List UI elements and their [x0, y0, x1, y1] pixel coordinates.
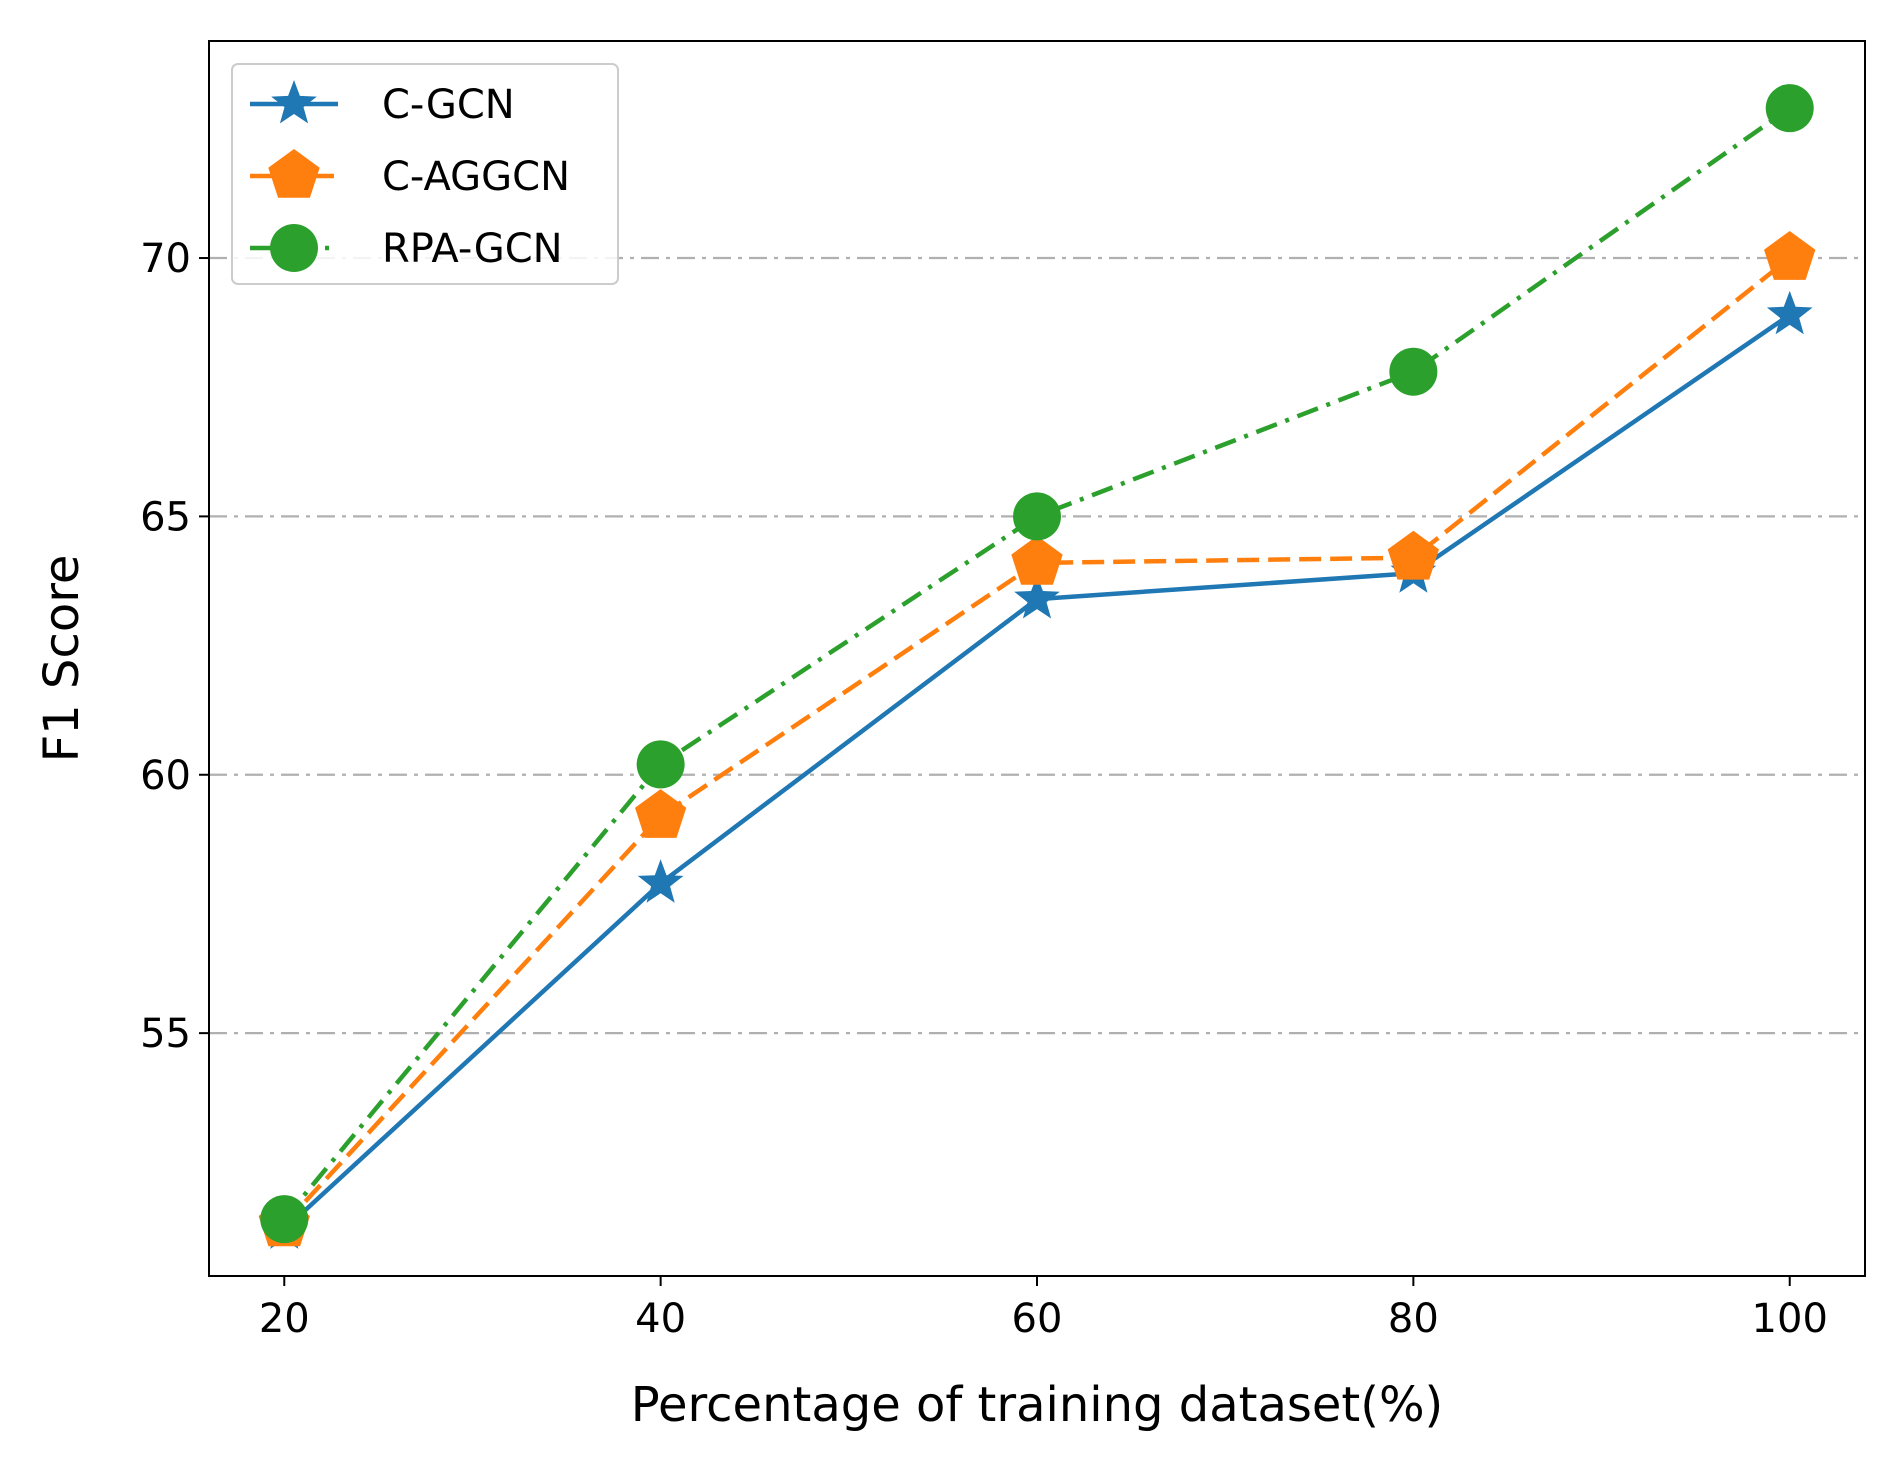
- legend-item: C-AGGCN: [250, 149, 570, 200]
- series-c-gcn: [261, 290, 1813, 1249]
- y-tick-label: 70: [140, 236, 191, 282]
- series-rpa-gcn: [260, 84, 1814, 1244]
- x-tick-label: 60: [1012, 1296, 1063, 1342]
- plot-series: [258, 84, 1816, 1249]
- legend-marker: [271, 80, 317, 124]
- legend-box: [231, 63, 619, 285]
- legend-item: RPA-GCN: [250, 224, 563, 272]
- legend-marker: [270, 224, 318, 272]
- x-tick-label: 20: [259, 1296, 310, 1342]
- series-line: [282, 313, 1791, 1232]
- data-point: [1766, 290, 1813, 335]
- x-axis-ticks: 20 40 60 80 100: [259, 1276, 1828, 1342]
- grid-lines: [209, 256, 1865, 1035]
- series-line: [282, 106, 1791, 1221]
- x-axis-title: Percentage of training dataset(%): [631, 1377, 1444, 1433]
- y-axis-ticks: 55 60 65 70: [140, 236, 209, 1057]
- x-tick-label: 100: [1752, 1296, 1828, 1342]
- data-point: [637, 859, 684, 903]
- data-point: [1013, 492, 1061, 541]
- data-point: [1387, 530, 1439, 580]
- y-axis-title: F1 Score: [34, 555, 90, 763]
- legend-marker: [268, 149, 320, 198]
- data-point: [1389, 347, 1438, 396]
- series-c-aggcn: [258, 231, 1816, 1247]
- y-tick-label: 55: [140, 1011, 191, 1057]
- legend-item: C-GCN: [250, 80, 515, 128]
- y-tick-label: 60: [140, 753, 191, 799]
- data-point: [1764, 231, 1816, 280]
- series-line: [282, 256, 1792, 1226]
- data-point: [636, 740, 685, 789]
- legend-label: C-GCN: [382, 82, 515, 128]
- legend-label: C-AGGCN: [382, 154, 570, 200]
- data-point: [1014, 575, 1060, 619]
- data-point: [1765, 84, 1814, 133]
- data-point: [635, 789, 687, 838]
- legend-label: RPA-GCN: [382, 226, 563, 272]
- data-point: [1011, 535, 1063, 585]
- x-tick-label: 80: [1388, 1296, 1439, 1342]
- x-tick-label: 40: [635, 1296, 686, 1342]
- data-point: [260, 1195, 309, 1244]
- legend: C-GCN C-AGGCN RPA-GCN: [231, 63, 619, 285]
- y-tick-label: 65: [140, 494, 191, 540]
